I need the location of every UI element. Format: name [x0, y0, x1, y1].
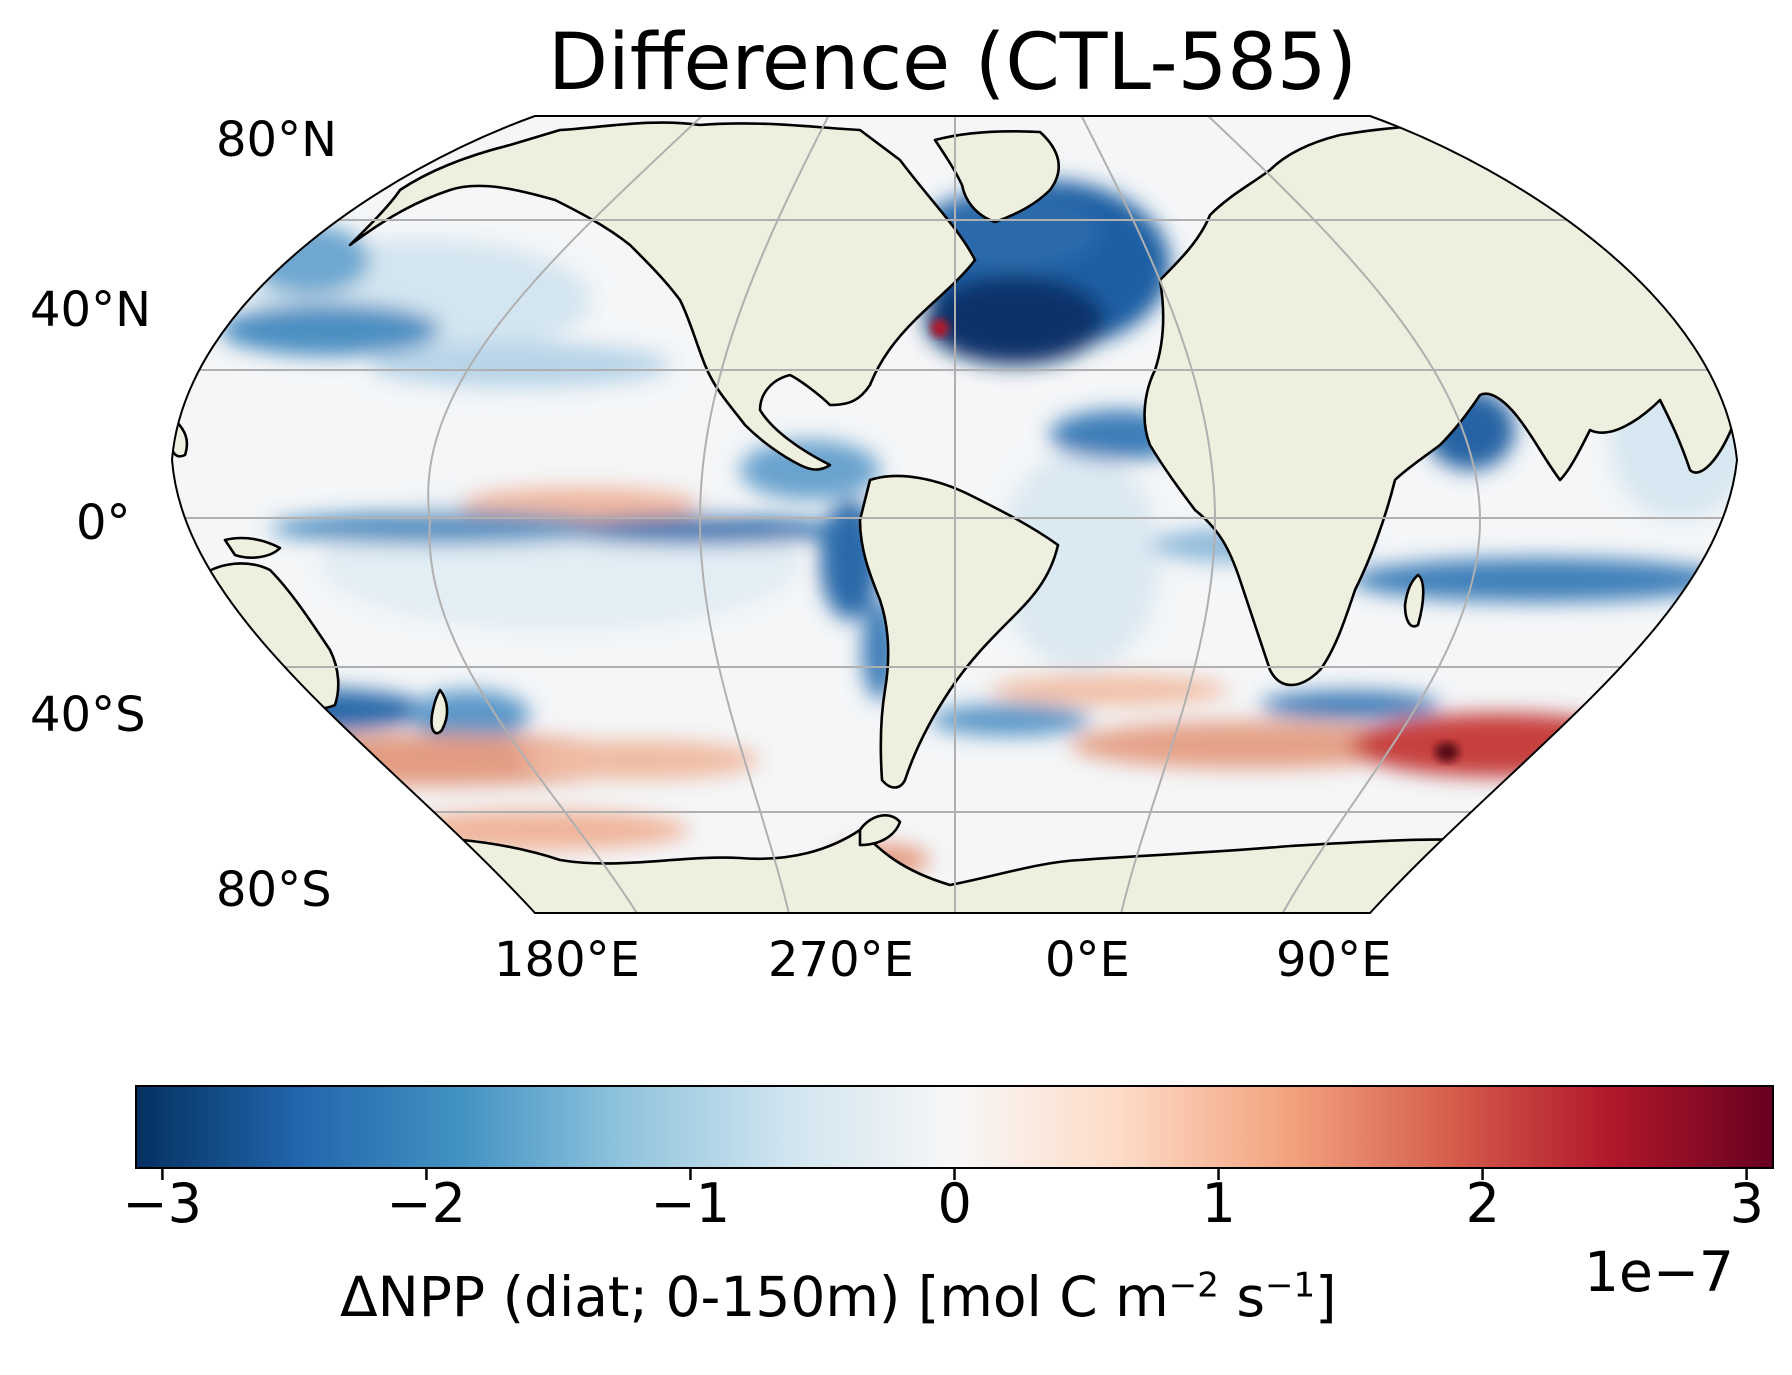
anomaly-hotspot-gulfstream	[931, 319, 949, 337]
chart-title: Difference (CTL-585)	[548, 18, 1357, 108]
colorbar-label-exp1: −2	[1168, 1265, 1219, 1306]
colorbar-tick-label: 0	[937, 1172, 972, 1235]
colorbar-tick-label: −3	[122, 1172, 202, 1235]
colorbar-offset-text: 1e−7	[1584, 1240, 1734, 1304]
land-new-guinea	[223, 536, 282, 559]
lat-label-40s: 40°S	[30, 687, 146, 743]
colorbar-tick-label: 1	[1201, 1172, 1236, 1235]
lat-label-80n: 80°N	[216, 112, 337, 168]
colorbar-tick-label: 3	[1729, 1172, 1764, 1235]
lat-label-40n: 40°N	[30, 282, 151, 338]
map-boundary	[170, 115, 1739, 914]
colorbar-gradient	[135, 1085, 1774, 1169]
land-south-america	[858, 474, 1060, 789]
land-madagascar	[1403, 573, 1425, 628]
lon-label-0e: 0°E	[1045, 932, 1130, 988]
colorbar-label-suffix: ]	[1315, 1265, 1337, 1329]
lon-label-90e: 90°E	[1276, 932, 1392, 988]
colorbar-tick-label: −1	[650, 1172, 731, 1235]
land-greenland	[933, 129, 1060, 224]
land-antarctica	[318, 828, 1602, 913]
colorbar-tick-label: −2	[386, 1172, 467, 1235]
colorbar-tick-label: 2	[1465, 1172, 1500, 1235]
map-canvas	[170, 115, 1739, 914]
land-new-zealand	[430, 688, 449, 735]
colorbar-label-prefix: ΔNPP (diat; 0-150m) [mol C m	[340, 1265, 1169, 1329]
land-antarctic-peninsula	[858, 814, 902, 847]
anomaly-hotspot-kerguelen	[1435, 742, 1459, 762]
lat-label-80s: 80°S	[216, 862, 332, 918]
colorbar-ticks	[161, 1168, 1748, 1180]
graticule	[172, 116, 1737, 913]
lat-label-equator: 0°	[76, 495, 131, 551]
colorbar-label-exp2: −1	[1265, 1265, 1316, 1306]
lon-label-180e: 180°E	[494, 932, 640, 988]
lon-label-270e: 270°E	[768, 932, 914, 988]
colorbar-label-mid: s	[1218, 1265, 1266, 1329]
colorbar-label: ΔNPP (diat; 0-150m) [mol C m−2 s−1]	[340, 1265, 1337, 1329]
